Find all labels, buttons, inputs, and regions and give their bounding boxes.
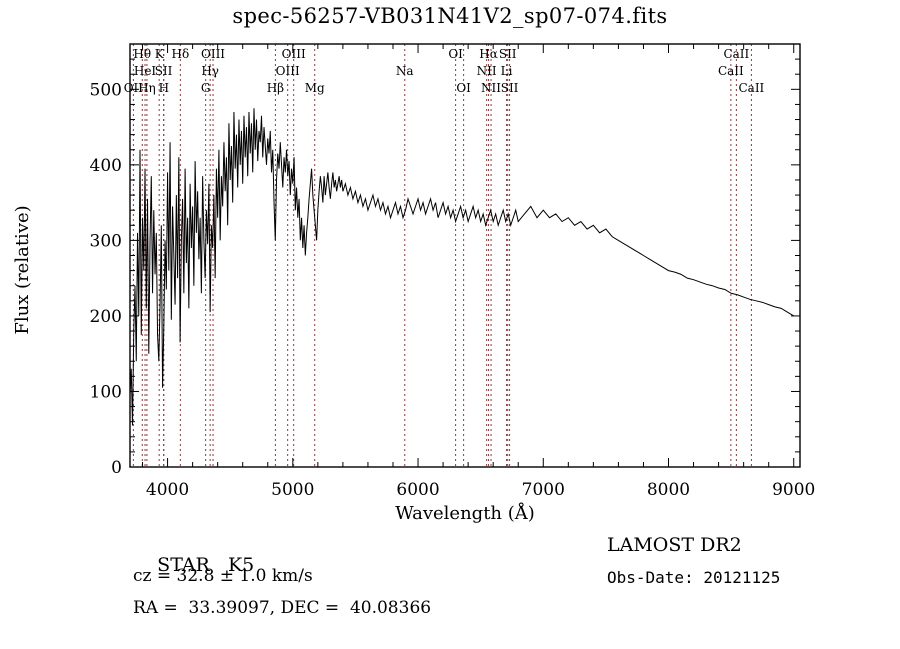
line-label-hθ: Hθ bbox=[133, 47, 151, 61]
line-label-caii: CaII bbox=[723, 47, 749, 61]
line-label-mg: Mg bbox=[305, 81, 325, 95]
line-label-oii: OII bbox=[124, 81, 144, 95]
line-label-sii: SII bbox=[501, 81, 519, 95]
line-label-h: H bbox=[159, 81, 169, 95]
line-label-na: Na bbox=[396, 64, 414, 78]
line-label-oiii: OIII bbox=[282, 47, 306, 61]
y-tick-label: 500 bbox=[90, 80, 122, 100]
x-tick-label: 5000 bbox=[271, 480, 314, 500]
line-label-hη: Hη bbox=[138, 81, 156, 95]
spectral-line-labels: OII Hθ HeI Hη K SII H Hδ Hγ G OIII Hβ OIII OIII Mg Na OI… bbox=[124, 47, 765, 95]
plot-frame bbox=[129, 43, 801, 468]
observation-date: Obs-Date: 20121125 bbox=[607, 568, 781, 587]
line-label-hβ: Hβ bbox=[267, 81, 284, 95]
sky-coordinates: RA = 33.39097, DEC = 40.08366 bbox=[133, 598, 432, 618]
x-tick-label: 6000 bbox=[396, 480, 439, 500]
y-tick-label: 400 bbox=[90, 156, 122, 176]
spectral-class: K5 bbox=[227, 554, 255, 576]
line-label-li: Li bbox=[501, 64, 513, 78]
x-tick-label: 8000 bbox=[647, 480, 690, 500]
line-label-oiii: OIII bbox=[201, 47, 225, 61]
redshift-velocity: cz = 32.8 ± 1.0 km/s bbox=[133, 566, 313, 586]
line-label-caii: CaII bbox=[718, 64, 744, 78]
line-label-oi: OI bbox=[456, 81, 471, 95]
x-tick-label: 9000 bbox=[772, 480, 815, 500]
line-label-hα: Hα bbox=[479, 47, 498, 61]
line-label-oiii: OIII bbox=[276, 64, 300, 78]
survey-name: LAMOST DR2 bbox=[607, 534, 742, 556]
spectral-line-markers bbox=[132, 44, 752, 467]
line-label-sii: SII bbox=[499, 47, 517, 61]
line-label-caii: CaII bbox=[738, 81, 764, 95]
object-type: STAR bbox=[157, 554, 210, 576]
line-label-oi: OI bbox=[448, 47, 463, 61]
line-label-hei: HeI bbox=[134, 64, 157, 78]
object-type-and-class: STAR K5 bbox=[133, 532, 254, 598]
page-title: spec-56257-VB031N41V2_sp07-074.fits bbox=[232, 4, 668, 28]
footer-metadata: STAR K5 cz = 32.8 ± 1.0 km/s RA = 33.390… bbox=[0, 528, 900, 638]
axes-frame bbox=[129, 43, 801, 468]
line-label-nii: NII bbox=[477, 64, 497, 78]
y-tick-label: 300 bbox=[90, 231, 122, 251]
line-label-sii: SII bbox=[155, 64, 173, 78]
line-label-hδ: Hδ bbox=[171, 47, 189, 61]
spectrum-trace-layer bbox=[129, 108, 794, 426]
x-tick-label: 4000 bbox=[146, 480, 189, 500]
y-tick-label: 100 bbox=[90, 382, 122, 402]
line-label-nii: NII bbox=[481, 81, 501, 95]
y-tick-label: 200 bbox=[90, 307, 122, 327]
line-label-hγ: Hγ bbox=[201, 64, 219, 78]
x-tick-label: 7000 bbox=[522, 480, 565, 500]
y-axis-label: Flux (relative) bbox=[12, 205, 33, 334]
axis-tick-labels: 4000 5000 6000 7000 8000 9000 0 100 200 300 400 500 bbox=[90, 80, 816, 500]
y-tick-label: 0 bbox=[111, 458, 122, 478]
x-axis-label: Wavelength (Å) bbox=[395, 502, 535, 524]
line-label-g: G bbox=[201, 81, 211, 95]
spectrum-trace bbox=[129, 108, 794, 426]
line-label-k: K bbox=[155, 47, 165, 61]
